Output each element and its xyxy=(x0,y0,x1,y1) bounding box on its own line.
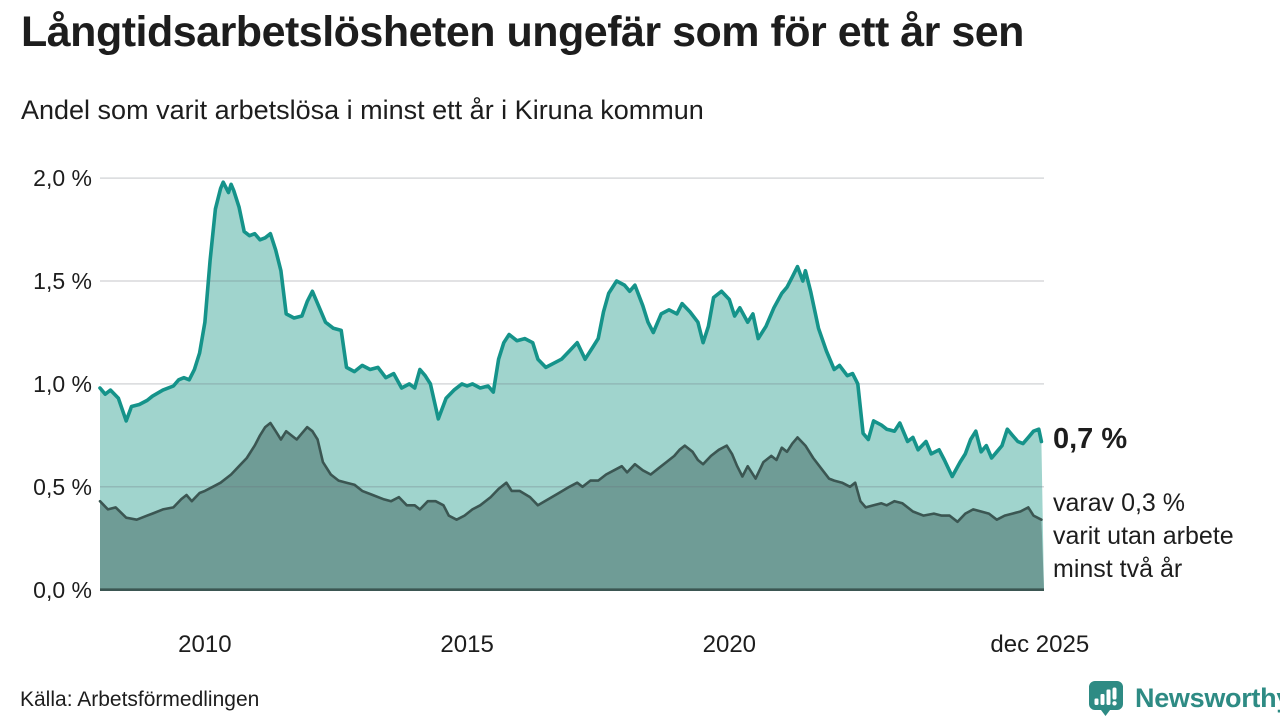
series-line-1 xyxy=(98,421,1043,524)
area-fill-1 xyxy=(100,423,1044,590)
chart-subtitle: Andel som varit arbetslösa i minst ett å… xyxy=(21,95,704,125)
page-title: Långtidsarbetslösheten ungefär som för e… xyxy=(21,8,1024,56)
source-attribution: Källa: Arbetsförmedlingen xyxy=(20,688,260,711)
annotation-line: varit utan arbete xyxy=(1053,522,1234,550)
end-value-label: 0,7 % xyxy=(1053,423,1128,455)
series2-annotation: varav 0,3 % varit utan arbete minst två … xyxy=(1053,487,1234,586)
bar-chart-speech-bubble-icon xyxy=(1089,681,1123,716)
series-line-0 xyxy=(98,180,1044,479)
annotation-line: varav 0,3 % xyxy=(1053,489,1186,517)
newsworthy-logo[interactable]: Newsworthy xyxy=(1086,678,1280,718)
logo-wordmark: Newsworthy xyxy=(1135,682,1280,713)
annotation-line: minst två år xyxy=(1053,555,1183,583)
